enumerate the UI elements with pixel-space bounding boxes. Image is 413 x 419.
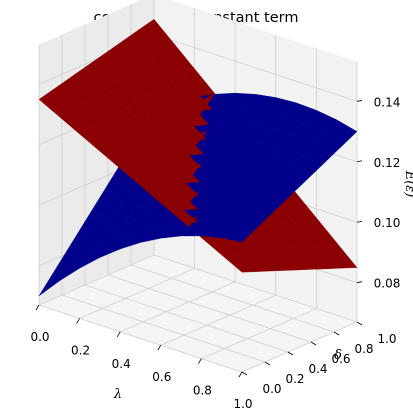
x-tick-label: 0.6: [152, 370, 171, 384]
x-tick-mark: [116, 331, 121, 338]
z-tick-mark: [356, 160, 363, 163]
y-tick-mark: [356, 321, 363, 326]
x-axis-label: λ: [113, 387, 122, 402]
surface-patch: [221, 225, 254, 243]
y-tick-label: 0.2: [285, 372, 304, 386]
y-tick-mark: [287, 351, 294, 356]
z-tick-label: 0.08: [374, 277, 401, 291]
x-tick-label: 0.0: [30, 330, 49, 344]
z-tick-label: 0.14: [374, 95, 401, 109]
x-tick-label: 0.4: [112, 357, 131, 371]
z-axis-label: E(ε): [402, 170, 413, 198]
x-tick-mark: [35, 304, 40, 311]
surface-patch: [221, 253, 255, 273]
y-tick-label: 0.8: [354, 342, 373, 356]
y-tick-label: 1.0: [377, 332, 396, 346]
z-tick-label: 0.10: [374, 216, 401, 230]
z-tick-mark: [356, 220, 363, 223]
z-tick-mark: [356, 281, 363, 284]
y-tick-mark: [310, 341, 317, 346]
x-tick-mark: [198, 358, 202, 364]
y-tick-mark: [264, 361, 271, 366]
x-tick-mark: [157, 344, 162, 351]
z-tick-mark: [356, 99, 363, 102]
y-tick-label: 0.0: [262, 382, 281, 396]
surfaces: [38, 18, 358, 297]
x-tick-label: 0.2: [71, 343, 90, 357]
x-tick-mark: [238, 371, 243, 378]
y-tick-label: 0.4: [308, 362, 327, 376]
axis-ticks: 0.0 0.2 0.4 0.6 0.8 1.0 0.0 0.2 0.4 0.6 0.8 1.0 0.08…: [30, 95, 400, 411]
x-tick-label: 0.8: [193, 384, 212, 398]
x-tick-label: 1.0: [233, 397, 252, 411]
grid-line-y: [61, 35, 266, 363]
y-tick-mark: [333, 331, 340, 336]
z-tick-label: 0.12: [374, 156, 401, 170]
x-tick-mark: [76, 318, 80, 324]
y-tick-label: 0.6: [331, 352, 350, 366]
y-tick-mark: [241, 371, 248, 376]
y-axis-label: δ: [334, 348, 342, 363]
